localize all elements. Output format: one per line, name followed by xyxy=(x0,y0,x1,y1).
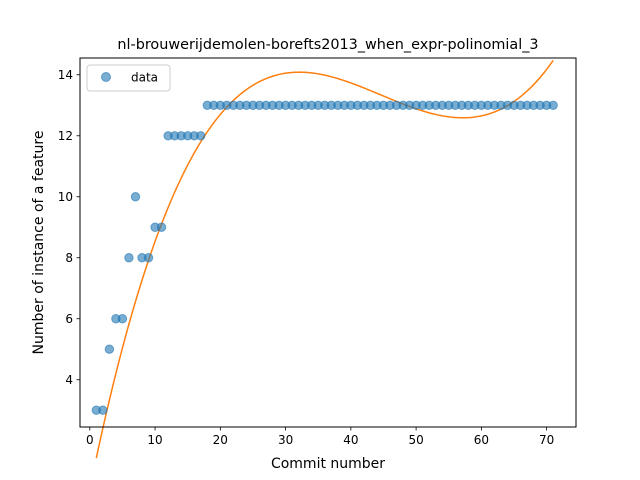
data-point xyxy=(130,192,141,202)
data-point xyxy=(548,100,558,110)
data-point xyxy=(117,314,128,324)
x-tick-label: 20 xyxy=(213,433,228,447)
data-point xyxy=(143,253,154,263)
data-point xyxy=(124,253,134,263)
y-tick-label: 10 xyxy=(58,190,73,204)
x-tick-label: 10 xyxy=(147,433,162,447)
axes-background xyxy=(80,58,576,427)
data-points-layer xyxy=(91,100,558,415)
x-axis-ticks: 0 10 20 30 40 50 60 70 xyxy=(86,427,554,447)
legend-marker xyxy=(101,72,111,82)
y-tick-label: 6 xyxy=(65,312,73,326)
axes-frame xyxy=(79,57,577,428)
x-tick-label: 0 xyxy=(86,433,94,447)
y-tick-label: 12 xyxy=(58,129,73,143)
y-tick-label: 8 xyxy=(65,251,73,265)
legend: data xyxy=(86,64,171,92)
x-axis-label: Commit number xyxy=(271,456,385,472)
fit-line xyxy=(95,60,554,459)
plot-area xyxy=(79,57,577,459)
x-tick-label: 60 xyxy=(474,433,489,447)
x-tick-label: 30 xyxy=(278,433,293,447)
x-tick-label: 70 xyxy=(539,433,554,447)
data-point xyxy=(156,222,167,232)
y-tick-label: 4 xyxy=(65,373,73,387)
chart-title: nl-brouwerijdemolen-borefts2013_when_exp… xyxy=(117,37,538,53)
legend-label-data: data xyxy=(131,71,158,85)
legend-box xyxy=(86,64,171,92)
x-tick-label: 40 xyxy=(343,433,358,447)
y-tick-label: 14 xyxy=(58,68,73,82)
fit-line-layer xyxy=(95,60,554,459)
data-point xyxy=(196,131,206,141)
x-tick-label: 50 xyxy=(408,433,423,447)
data-point xyxy=(104,344,115,354)
data-point xyxy=(98,405,108,415)
y-axis-ticks: 4 6 8 10 12 14 xyxy=(58,68,80,387)
y-axis-label: Number of instance of a feature xyxy=(31,131,47,355)
